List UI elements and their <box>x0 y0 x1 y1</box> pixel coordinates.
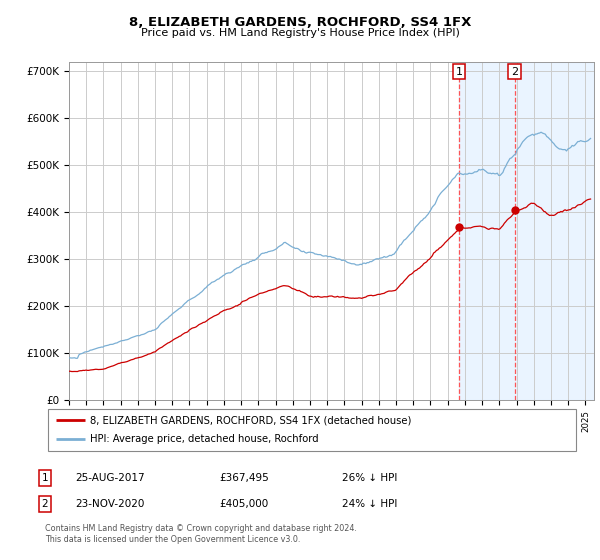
Text: 2: 2 <box>41 499 49 509</box>
Text: 2: 2 <box>511 67 518 77</box>
Text: 26% ↓ HPI: 26% ↓ HPI <box>342 473 397 483</box>
Text: 1: 1 <box>455 67 463 77</box>
Text: HPI: Average price, detached house, Rochford: HPI: Average price, detached house, Roch… <box>90 435 319 445</box>
Text: 8, ELIZABETH GARDENS, ROCHFORD, SS4 1FX (detached house): 8, ELIZABETH GARDENS, ROCHFORD, SS4 1FX … <box>90 415 412 425</box>
Text: £405,000: £405,000 <box>219 499 268 509</box>
Text: 23-NOV-2020: 23-NOV-2020 <box>75 499 145 509</box>
Text: Price paid vs. HM Land Registry's House Price Index (HPI): Price paid vs. HM Land Registry's House … <box>140 28 460 38</box>
Text: £367,495: £367,495 <box>219 473 269 483</box>
Text: 1: 1 <box>41 473 49 483</box>
Text: 25-AUG-2017: 25-AUG-2017 <box>75 473 145 483</box>
Bar <box>459 62 594 400</box>
Text: 8, ELIZABETH GARDENS, ROCHFORD, SS4 1FX: 8, ELIZABETH GARDENS, ROCHFORD, SS4 1FX <box>129 16 471 29</box>
Text: Contains HM Land Registry data © Crown copyright and database right 2024.
This d: Contains HM Land Registry data © Crown c… <box>45 524 357 544</box>
Text: 24% ↓ HPI: 24% ↓ HPI <box>342 499 397 509</box>
